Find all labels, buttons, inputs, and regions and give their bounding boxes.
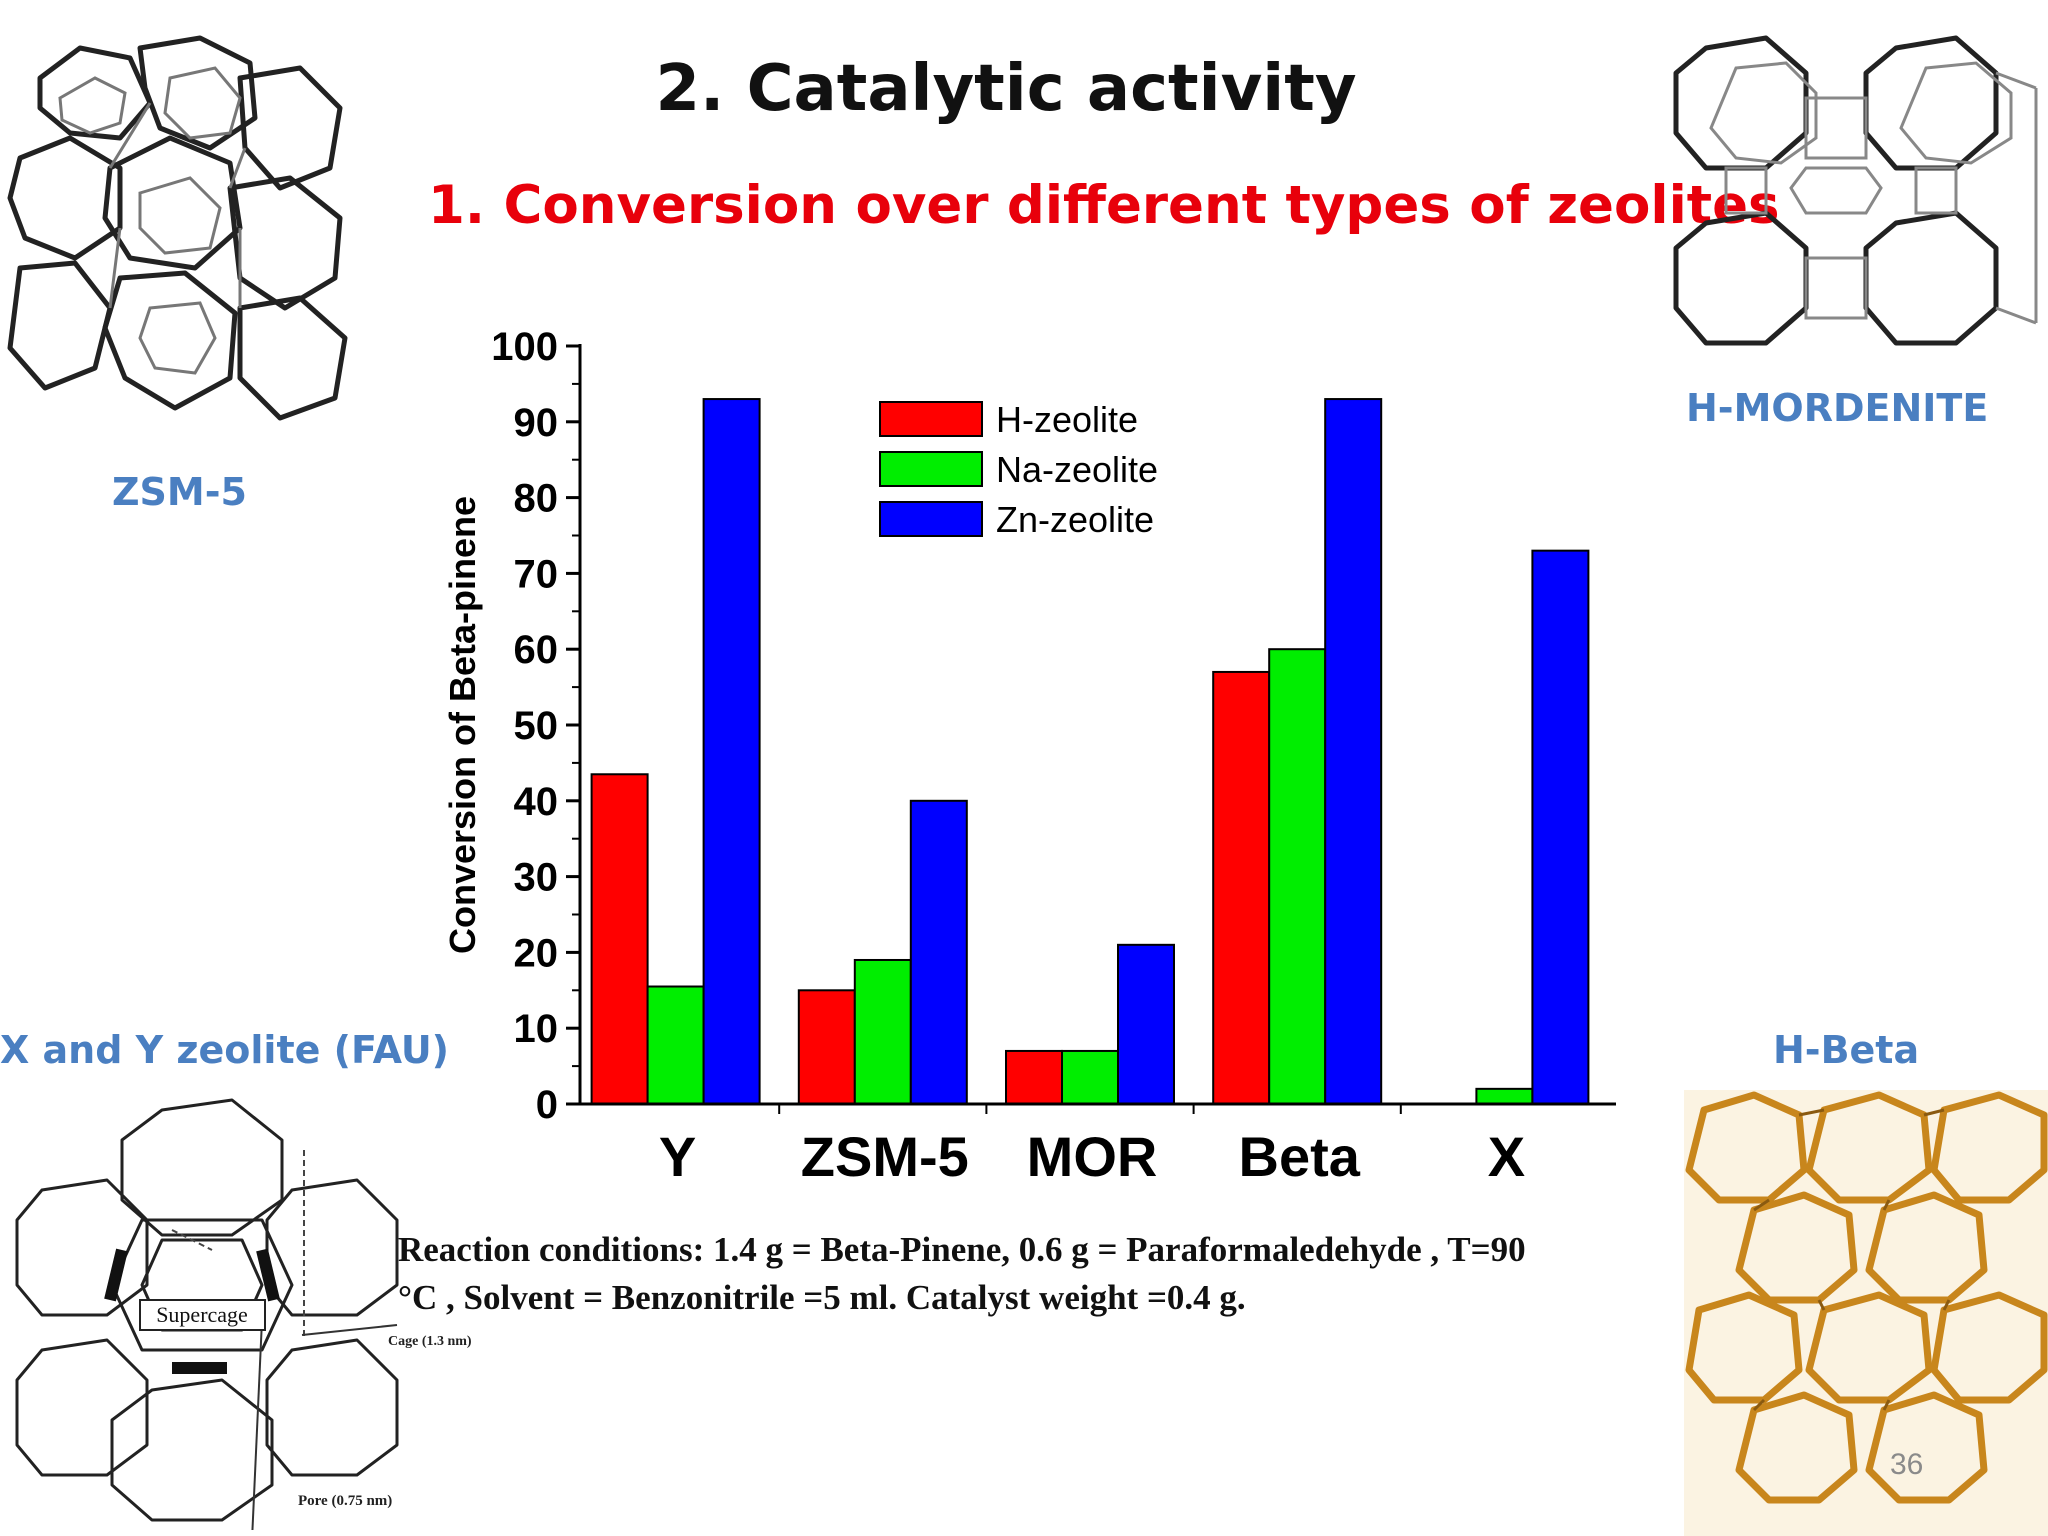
conversion-bar-chart: Y ZSM-5 MOR Beta X 0 10 20 30 40 50 60 70 80 90 100 Conv… <box>442 325 1616 1188</box>
zsm5-label: ZSM-5 <box>112 470 247 514</box>
legend-swatch-zn-zeolite <box>879 501 983 537</box>
y-tick-label: 90 <box>514 401 559 445</box>
bar-na-zeolite-y <box>646 985 705 1106</box>
bar-h-zeolite-mor <box>1005 1049 1063 1105</box>
bar-na-zeolite-beta <box>1268 648 1327 1105</box>
slide-subtitle: 1. Conversion over different types of ze… <box>428 175 1780 236</box>
y-tick-label: 10 <box>514 1007 559 1051</box>
reaction-conditions: Reaction conditions: 1.4 g = Beta-Pinene… <box>398 1226 1688 1322</box>
y-axis-label: Conversion of Beta-pinene <box>442 496 483 954</box>
fau-supercage-label: Supercage <box>156 1302 248 1327</box>
reaction-conditions-line2: °C , Solvent = Benzonitrile =5 ml. Catal… <box>398 1278 1246 1317</box>
bar-na-zeolite-x <box>1475 1087 1534 1105</box>
y-tick-label: 60 <box>514 628 559 672</box>
fau-label: X and Y zeolite (FAU) <box>0 1028 450 1072</box>
bar-h-zeolite-y <box>590 773 649 1106</box>
beta-label: H-Beta <box>1773 1028 1920 1072</box>
mordenite-label: H-MORDENITE <box>1686 386 1989 430</box>
mordenite-structure-image <box>1673 35 2038 346</box>
y-tick-label: 0 <box>536 1083 558 1127</box>
y-tick-label: 20 <box>514 931 559 975</box>
legend-label-na-zeolite: Na-zeolite <box>996 449 1158 490</box>
legend-label-h-zeolite: H-zeolite <box>996 399 1138 440</box>
y-tick-label: 30 <box>514 856 559 900</box>
y-tick-label: 100 <box>491 325 558 369</box>
slide-title: 2. Catalytic activity <box>655 52 1357 126</box>
legend-swatch-na-zeolite <box>879 451 983 487</box>
bar-zn-zeolite-beta <box>1324 398 1383 1105</box>
page-number: 36 <box>1890 1448 1924 1481</box>
x-tick-label: Beta <box>1239 1125 1361 1188</box>
x-tick-label: MOR <box>1027 1125 1158 1188</box>
zsm5-structure-image <box>7 35 348 421</box>
x-tick-label: ZSM-5 <box>801 1125 969 1188</box>
bar-h-zeolite-beta <box>1212 670 1271 1105</box>
bar-zn-zeolite-mor <box>1117 943 1175 1105</box>
y-tick-label: 50 <box>514 704 559 748</box>
fau-pore-label: Pore (0.75 nm) <box>298 1493 393 1509</box>
fau-structure-image: Supercage Cage (1.3 nm) <box>15 1098 472 1530</box>
bar-zn-zeolite-y <box>702 398 761 1105</box>
x-tick-label: Y <box>659 1125 696 1188</box>
bar-h-zeolite-zsm-5 <box>797 989 856 1105</box>
x-tick-label: X <box>1488 1125 1525 1188</box>
bar-zn-zeolite-zsm-5 <box>909 799 968 1105</box>
reaction-conditions-line1: Reaction conditions: 1.4 g = Beta-Pinene… <box>398 1230 1526 1269</box>
y-tick-label: 80 <box>514 477 559 521</box>
legend-swatch-h-zeolite <box>879 401 983 437</box>
y-tick-label: 70 <box>514 552 559 596</box>
fau-cage-label: Cage (1.3 nm) <box>388 1334 472 1349</box>
y-tick-label: 40 <box>514 780 559 824</box>
legend-label-zn-zeolite: Zn-zeolite <box>996 499 1154 540</box>
bar-na-zeolite-mor <box>1061 1049 1119 1105</box>
bar-na-zeolite-zsm-5 <box>853 958 912 1105</box>
bar-zn-zeolite-x <box>1531 549 1590 1105</box>
beta-structure-image <box>1684 1090 2048 1536</box>
